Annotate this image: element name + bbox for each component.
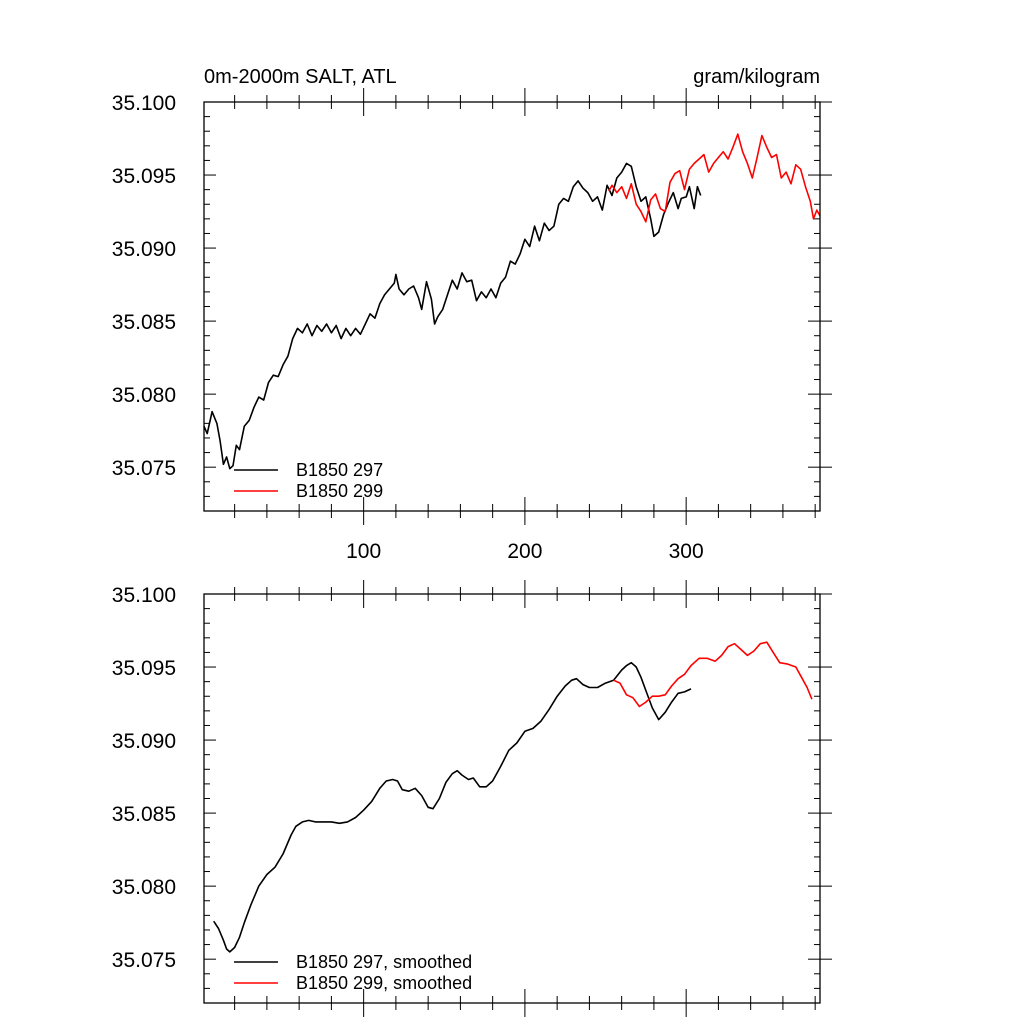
y-tick-label: 35.090 bbox=[112, 730, 176, 753]
x-tick-label: 100 bbox=[346, 540, 381, 563]
y-tick-label: 35.080 bbox=[112, 876, 176, 899]
y-tick-label: 35.075 bbox=[112, 949, 176, 972]
series-line-297 bbox=[203, 162, 702, 470]
bottom-y-axis-labels: 35.075 35.080 35.085 35.090 35.095 35.100 bbox=[112, 584, 176, 972]
y-tick-label: 35.100 bbox=[112, 584, 176, 607]
legend-label-297-smoothed: B1850 297, smoothed bbox=[296, 952, 472, 972]
y-tick-label: 35.075 bbox=[112, 457, 176, 480]
x-tick-label: 200 bbox=[507, 540, 542, 563]
series-line-299-smoothed bbox=[613, 641, 813, 708]
y-tick-label: 35.085 bbox=[112, 311, 176, 334]
y-tick-label: 35.095 bbox=[112, 165, 176, 188]
bottom-series-lines bbox=[213, 641, 813, 953]
units-label: gram/kilogram bbox=[693, 66, 820, 88]
top-x-axis-labels: 100 200 300 bbox=[346, 540, 704, 563]
legend-label-297: B1850 297 bbox=[296, 460, 383, 480]
y-tick-label: 35.085 bbox=[112, 803, 176, 826]
y-tick-label: 35.090 bbox=[112, 238, 176, 261]
y-tick-label: 35.100 bbox=[112, 92, 176, 115]
top-plot-frame bbox=[203, 101, 821, 512]
top-series-lines bbox=[203, 133, 821, 470]
legend-label-299-smoothed: B1850 299, smoothed bbox=[296, 973, 472, 993]
x-tick-label: 300 bbox=[669, 540, 704, 563]
series-line-297-smoothed bbox=[213, 661, 692, 953]
top-panel: 0m-2000m SALT, ATL gram/kilogram 35.0753… bbox=[112, 66, 832, 563]
bottom-panel: 35.075 35.080 35.085 35.090 35.095 35.100 B18… bbox=[112, 580, 832, 1017]
bottom-legend: B1850 297, smoothed B1850 299, smoothed bbox=[234, 952, 472, 993]
top-legend: B1850 297 B1850 299 bbox=[234, 460, 383, 501]
bottom-plot-frame bbox=[203, 593, 821, 1004]
series-line-299 bbox=[608, 133, 821, 223]
top-y-axis-labels: 35.075 35.080 35.085 35.090 35.095 35.100 bbox=[112, 92, 176, 480]
y-tick-label: 35.080 bbox=[112, 384, 176, 407]
y-tick-label: 35.095 bbox=[112, 657, 176, 680]
chart-title: 0m-2000m SALT, ATL bbox=[204, 66, 397, 88]
legend-label-299: B1850 299 bbox=[296, 481, 383, 501]
